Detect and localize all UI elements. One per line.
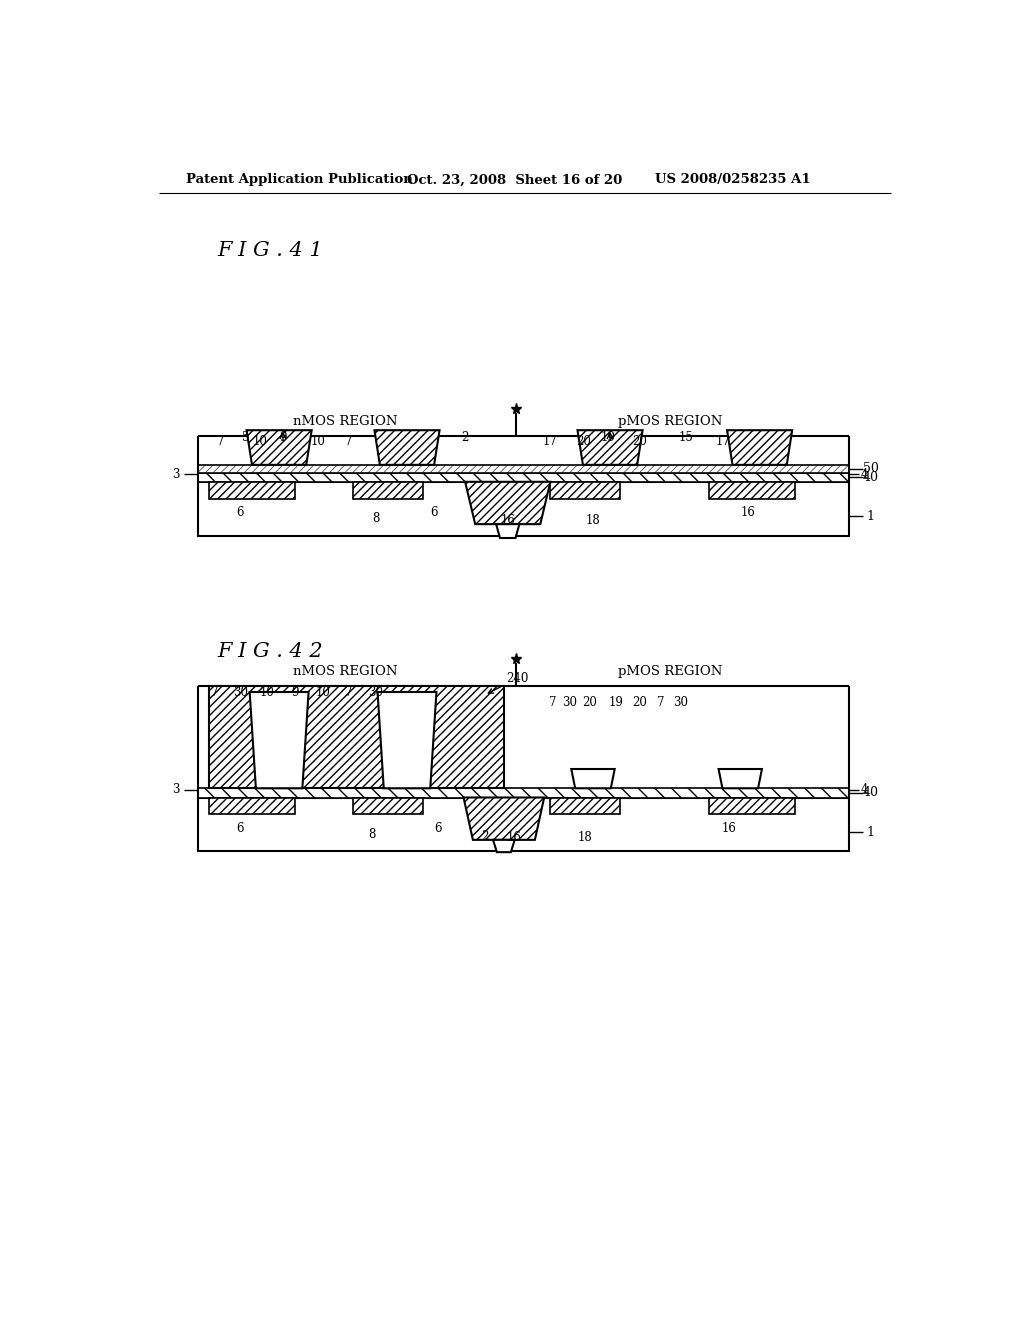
Text: 16: 16 xyxy=(740,506,756,519)
Bar xyxy=(209,686,504,788)
Text: 1: 1 xyxy=(866,510,874,523)
Bar xyxy=(710,482,795,499)
Bar xyxy=(352,797,423,814)
Bar xyxy=(198,482,849,536)
Polygon shape xyxy=(727,430,793,465)
Polygon shape xyxy=(719,770,762,788)
Text: 20: 20 xyxy=(583,696,597,709)
Text: 16: 16 xyxy=(507,832,521,843)
Bar xyxy=(198,788,849,797)
Text: 7: 7 xyxy=(345,436,352,449)
Text: 4: 4 xyxy=(860,467,868,480)
Text: 10: 10 xyxy=(315,685,331,698)
Polygon shape xyxy=(247,430,311,465)
Polygon shape xyxy=(465,482,550,524)
Bar xyxy=(198,473,849,482)
Polygon shape xyxy=(250,692,308,788)
Text: 7: 7 xyxy=(657,696,665,709)
Text: 10: 10 xyxy=(310,436,326,449)
Text: 8: 8 xyxy=(369,828,376,841)
Text: 3: 3 xyxy=(172,467,180,480)
Bar xyxy=(550,482,621,499)
Text: 19: 19 xyxy=(609,696,624,709)
Text: 7: 7 xyxy=(549,696,556,709)
Text: pMOS REGION: pMOS REGION xyxy=(618,665,723,678)
Text: 30: 30 xyxy=(673,696,688,709)
Bar xyxy=(209,797,295,814)
Text: 17: 17 xyxy=(543,436,558,449)
Text: 16: 16 xyxy=(721,822,736,834)
Text: 4: 4 xyxy=(860,783,868,796)
Text: 16: 16 xyxy=(501,513,515,527)
Polygon shape xyxy=(496,524,519,539)
Bar xyxy=(209,482,295,499)
Text: 20: 20 xyxy=(632,436,647,449)
Text: 1: 1 xyxy=(866,825,874,838)
Text: 6: 6 xyxy=(237,506,244,519)
Text: F I G . 4 2: F I G . 4 2 xyxy=(217,642,323,661)
Text: 6: 6 xyxy=(434,822,441,834)
Polygon shape xyxy=(378,692,436,788)
Text: 18: 18 xyxy=(586,513,600,527)
Text: nMOS REGION: nMOS REGION xyxy=(293,416,397,428)
Bar xyxy=(550,797,621,814)
Bar xyxy=(352,482,423,499)
Polygon shape xyxy=(464,797,544,840)
Text: 2: 2 xyxy=(462,432,469,445)
Text: pMOS REGION: pMOS REGION xyxy=(618,416,723,428)
Text: 20: 20 xyxy=(577,436,591,449)
Text: 40: 40 xyxy=(862,471,879,483)
Text: 10: 10 xyxy=(260,685,274,698)
Text: Patent Application Publication: Patent Application Publication xyxy=(186,173,413,186)
Text: nMOS REGION: nMOS REGION xyxy=(293,665,397,678)
Text: 3: 3 xyxy=(172,783,180,796)
Text: 30: 30 xyxy=(369,685,384,698)
Polygon shape xyxy=(571,770,614,788)
Text: 7: 7 xyxy=(345,685,352,698)
Text: 20: 20 xyxy=(632,696,647,709)
Text: 240: 240 xyxy=(488,672,528,693)
Text: 40: 40 xyxy=(862,787,879,800)
Text: 19: 19 xyxy=(601,432,616,445)
Text: 6: 6 xyxy=(237,822,244,834)
Text: 5: 5 xyxy=(242,432,250,445)
Text: 18: 18 xyxy=(578,832,593,843)
Polygon shape xyxy=(375,430,439,465)
Text: 10: 10 xyxy=(252,436,267,449)
Text: 50: 50 xyxy=(862,462,879,475)
Text: 9: 9 xyxy=(291,685,298,698)
Text: US 2008/0258235 A1: US 2008/0258235 A1 xyxy=(655,173,811,186)
Text: 15: 15 xyxy=(679,430,693,444)
Text: Oct. 23, 2008  Sheet 16 of 20: Oct. 23, 2008 Sheet 16 of 20 xyxy=(407,173,623,186)
Text: 2: 2 xyxy=(481,829,488,842)
Text: F I G . 4 1: F I G . 4 1 xyxy=(217,242,323,260)
Text: 30: 30 xyxy=(562,696,578,709)
Text: 9: 9 xyxy=(280,432,287,445)
Polygon shape xyxy=(493,840,515,853)
Text: 6: 6 xyxy=(430,506,438,519)
Text: 30: 30 xyxy=(232,685,248,698)
Bar xyxy=(710,797,795,814)
Polygon shape xyxy=(578,430,643,465)
Text: 17: 17 xyxy=(716,436,731,449)
Text: 8: 8 xyxy=(373,512,380,525)
Text: 7: 7 xyxy=(211,685,218,698)
Bar xyxy=(198,797,849,851)
Bar xyxy=(198,465,849,473)
Text: 7: 7 xyxy=(217,436,224,449)
